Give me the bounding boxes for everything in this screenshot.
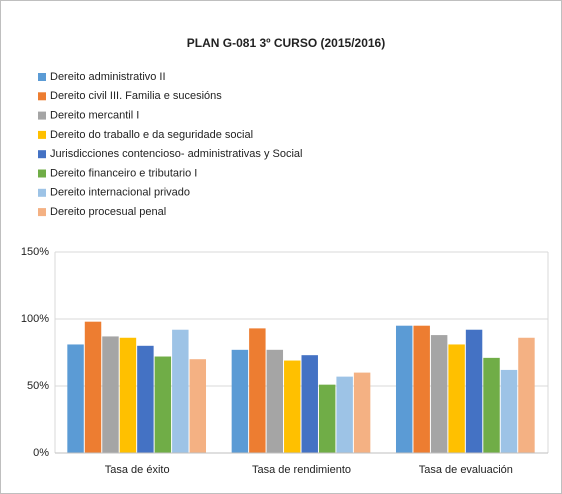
bar [518, 337, 535, 453]
bar [119, 337, 137, 453]
bar [84, 321, 102, 453]
legend-swatch [38, 73, 46, 81]
bar [249, 328, 266, 453]
legend-swatch [38, 150, 46, 159]
bar [172, 329, 189, 453]
legend-label: Dereito internacional privado [50, 187, 190, 199]
bar [266, 349, 284, 453]
bar [448, 344, 465, 453]
legend-swatch [38, 130, 46, 139]
bar [430, 335, 448, 453]
bar [353, 372, 371, 453]
bar [102, 336, 119, 453]
bar [395, 325, 413, 453]
x-tick-label: Tasa de rendimiento [252, 464, 351, 476]
bar [465, 329, 483, 453]
legend-swatch [38, 92, 46, 101]
bar [413, 325, 430, 453]
x-tick-label: Tasa de éxito [105, 464, 170, 476]
bar [231, 349, 249, 453]
bar [284, 360, 301, 453]
y-tick-label: 100% [21, 313, 49, 325]
bar [67, 344, 84, 453]
chart-title: PLAN G-081 3º CURSO (2015/2016) [187, 36, 385, 50]
legend-label: Dereito financeiro e tributario I [50, 167, 197, 179]
legend-swatch [38, 111, 46, 120]
bar [189, 359, 207, 453]
bar [318, 384, 336, 453]
legend-label: Dereito administrativo II [50, 71, 166, 83]
y-tick-label: 150% [21, 246, 49, 258]
y-tick-label: 50% [27, 380, 49, 392]
legend-label: Jurisdicciones contencioso- administrati… [50, 148, 303, 160]
bar [500, 369, 518, 453]
bar [483, 357, 500, 453]
legend-swatch [38, 208, 46, 217]
legend-label: Dereito mercantil I [50, 110, 139, 122]
legend-swatch [38, 169, 46, 178]
bar [301, 355, 318, 453]
legend-swatch [38, 188, 46, 197]
legend-label: Dereito civil III. Familia e sucesións [50, 90, 222, 102]
legend-label: Dereito do traballo e da seguridade soci… [50, 129, 253, 141]
bar [154, 356, 172, 453]
bar [336, 376, 353, 453]
y-tick-label: 0% [33, 447, 49, 459]
legend-label: Dereito procesual penal [50, 206, 166, 218]
x-tick-label: Tasa de evaluación [419, 464, 513, 476]
bar [137, 345, 154, 453]
